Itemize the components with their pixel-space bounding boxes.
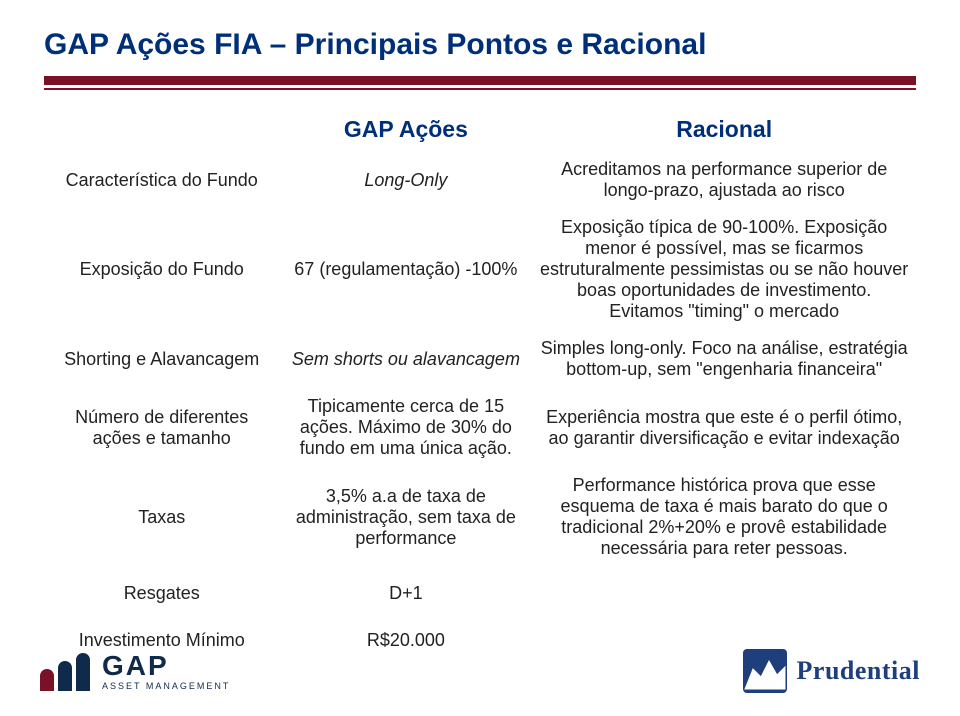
fund-table: GAP Ações Racional Característica do Fun… (44, 108, 916, 659)
footer: GAP ASSET MANAGEMENT Prudential (0, 638, 960, 716)
row-label: Número de diferentes ações e tamanho (44, 388, 279, 467)
row-col1: 67 (regulamentação) -100% (279, 209, 532, 330)
row-col2: Exposição típica de 90-100%. Exposição m… (532, 209, 916, 330)
row-label: Shorting e Alavancagem (44, 330, 279, 388)
table-header-row: GAP Ações Racional (44, 108, 916, 151)
gap-logo-sub: ASSET MANAGEMENT (102, 682, 230, 691)
row-col2 (532, 567, 916, 612)
table-row: Taxas 3,5% a.a de taxa de administração,… (44, 467, 916, 567)
logo-arc-icon (76, 653, 90, 691)
gap-logo: GAP ASSET MANAGEMENT (40, 651, 230, 691)
table-header-empty (44, 108, 279, 151)
prudential-wordmark: Prudential (797, 656, 920, 686)
prudential-rock-icon (743, 649, 787, 693)
row-label: Resgates (44, 567, 279, 612)
gap-logo-mark-icon (40, 651, 94, 691)
row-label: Exposição do Fundo (44, 209, 279, 330)
gap-logo-main: GAP (102, 652, 230, 680)
row-col2: Experiência mostra que este é o perfil ó… (532, 388, 916, 467)
slide: GAP Ações FIA – Principais Pontos e Raci… (0, 0, 960, 716)
row-col2: Performance histórica prova que esse esq… (532, 467, 916, 567)
prudential-logo: Prudential (743, 649, 920, 693)
page-title: GAP Ações FIA – Principais Pontos e Raci… (44, 28, 916, 62)
divider-thin (44, 88, 916, 90)
logo-arc-icon (40, 669, 54, 691)
logo-arc-icon (58, 661, 72, 691)
row-col2: Acreditamos na performance superior de l… (532, 151, 916, 209)
table-row: Exposição do Fundo 67 (regulamentação) -… (44, 209, 916, 330)
table-header-col1: GAP Ações (279, 108, 532, 151)
divider-thick (44, 76, 916, 85)
row-col1: Tipicamente cerca de 15 ações. Máximo de… (279, 388, 532, 467)
table-row: Resgates D+1 (44, 567, 916, 612)
row-label: Característica do Fundo (44, 151, 279, 209)
table-row: Shorting e Alavancagem Sem shorts ou ala… (44, 330, 916, 388)
table-row: Número de diferentes ações e tamanho Tip… (44, 388, 916, 467)
row-col1: Sem shorts ou alavancagem (279, 330, 532, 388)
row-col1: 3,5% a.a de taxa de administração, sem t… (279, 467, 532, 567)
gap-logo-text: GAP ASSET MANAGEMENT (102, 652, 230, 691)
table-header-col2: Racional (532, 108, 916, 151)
row-col1: Long-Only (279, 151, 532, 209)
row-label: Taxas (44, 467, 279, 567)
row-col2: Simples long-only. Foco na análise, estr… (532, 330, 916, 388)
table-row: Característica do Fundo Long-Only Acredi… (44, 151, 916, 209)
row-col1: D+1 (279, 567, 532, 612)
